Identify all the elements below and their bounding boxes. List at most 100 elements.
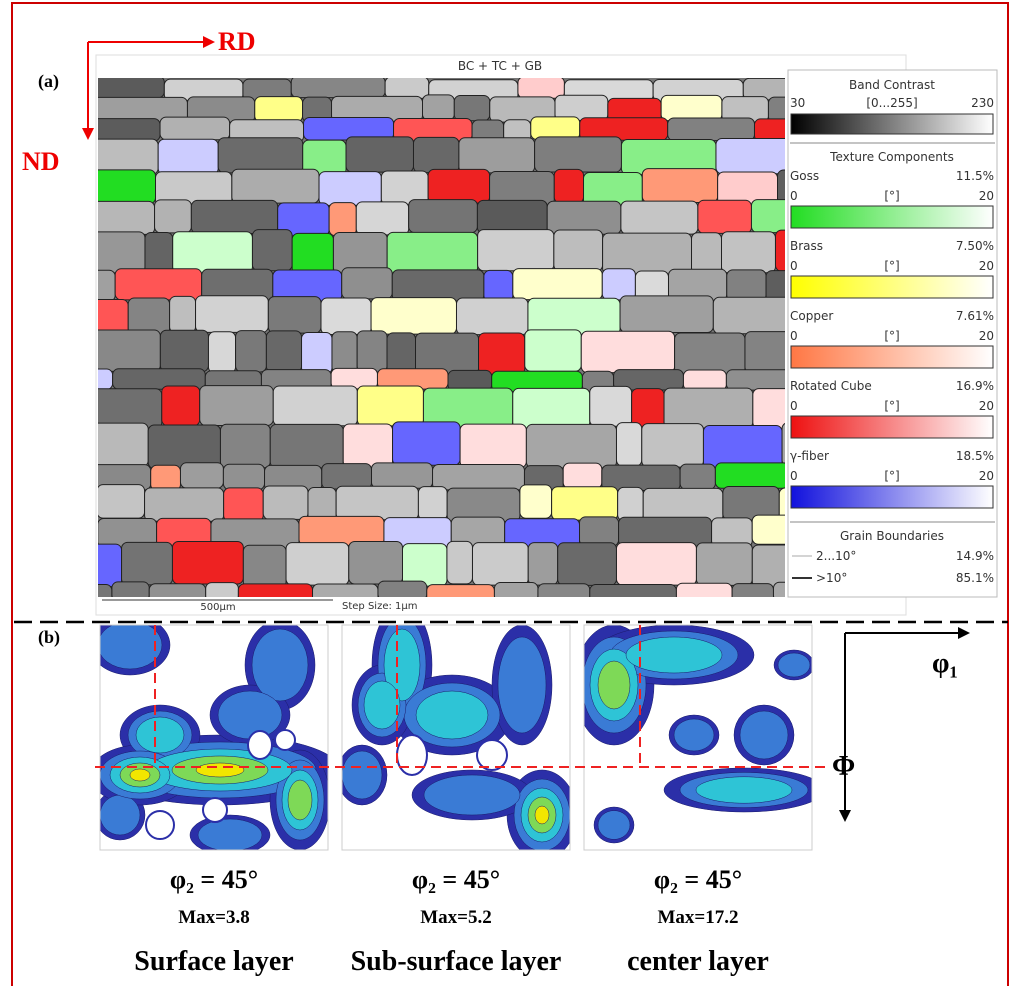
grain <box>616 423 641 466</box>
layer-label: Surface layer <box>134 946 293 977</box>
contour <box>498 637 546 733</box>
hole <box>248 731 272 759</box>
grain <box>387 232 477 273</box>
component-unit: [°] <box>884 469 899 483</box>
component-min: 0 <box>790 329 798 343</box>
grain <box>727 270 766 301</box>
legend-min: 30 <box>790 96 805 110</box>
boundary-name: >10° <box>816 571 847 585</box>
contour <box>198 819 262 851</box>
component-fraction: 11.5% <box>956 169 994 183</box>
grain <box>558 543 617 586</box>
grain <box>342 268 393 299</box>
grain <box>554 230 603 271</box>
section-label: φ₂ = 45° <box>412 865 500 894</box>
figure: Band Contrast30[0...255]230Texture Compo… <box>0 0 1013 986</box>
grain <box>385 77 429 99</box>
component-fraction: 16.9% <box>956 379 994 393</box>
contour <box>598 661 630 709</box>
component-fraction: 18.5% <box>956 449 994 463</box>
grain <box>255 97 303 122</box>
grain <box>387 333 415 374</box>
grain <box>218 138 303 173</box>
grain <box>78 201 155 234</box>
map-title: BC + TC + GB <box>458 59 542 73</box>
grain <box>447 541 473 584</box>
grain <box>642 169 717 203</box>
panel-label: (b) <box>38 627 60 648</box>
grain <box>547 201 621 234</box>
grain <box>580 517 619 546</box>
colorbar <box>791 416 993 438</box>
grain <box>520 485 552 518</box>
grain <box>668 118 755 141</box>
grain <box>581 331 674 372</box>
grain <box>82 232 145 273</box>
grain <box>402 544 446 587</box>
grain <box>148 425 220 468</box>
grain <box>531 117 580 140</box>
grain <box>356 202 408 235</box>
grain <box>128 298 169 335</box>
grain <box>158 139 218 174</box>
grain <box>223 464 264 489</box>
grain <box>680 464 715 489</box>
contour <box>136 717 184 753</box>
grain <box>664 388 753 428</box>
grain <box>70 389 161 429</box>
grain <box>698 200 752 233</box>
grain <box>715 463 789 488</box>
contour <box>130 769 150 781</box>
component-max: 20 <box>979 189 994 203</box>
grain <box>196 296 269 333</box>
grain <box>291 76 385 98</box>
grain <box>479 333 525 374</box>
grain <box>603 233 692 274</box>
hole <box>477 740 507 770</box>
grain <box>236 331 267 372</box>
component-name: γ-fiber <box>790 449 829 463</box>
grain <box>75 330 160 371</box>
grain <box>535 137 622 172</box>
grain <box>273 386 357 426</box>
grain <box>683 370 726 390</box>
grain <box>552 487 618 520</box>
grain <box>73 76 164 98</box>
grain <box>393 422 461 465</box>
grain <box>428 169 489 203</box>
layer-label: Sub-surface layer <box>351 946 562 977</box>
phi1-label: φ₁ <box>932 648 958 679</box>
hole <box>146 811 174 839</box>
grain <box>518 77 564 99</box>
contour <box>416 691 488 739</box>
grain <box>232 169 319 203</box>
contour <box>598 811 630 840</box>
grain <box>200 386 274 426</box>
grain <box>115 269 202 300</box>
grain <box>661 95 722 120</box>
hole <box>397 735 427 775</box>
component-unit: [°] <box>884 329 899 343</box>
grain <box>413 137 458 172</box>
component-unit: [°] <box>884 259 899 273</box>
grain <box>563 463 602 488</box>
grain <box>423 95 455 120</box>
grain <box>173 232 253 273</box>
rd-label: RD <box>218 27 256 56</box>
grain <box>243 545 286 588</box>
colorbar <box>791 276 993 298</box>
hole <box>275 730 295 750</box>
grain <box>72 423 148 466</box>
component-min: 0 <box>790 189 798 203</box>
legend-heading: Grain Boundaries <box>840 529 944 543</box>
grain <box>484 270 513 301</box>
grain <box>618 487 644 520</box>
grain <box>456 298 527 335</box>
section-label: φ₂ = 45° <box>654 865 742 894</box>
contour <box>424 775 520 815</box>
grain <box>319 172 381 206</box>
grain <box>447 488 520 521</box>
component-name: Rotated Cube <box>790 379 872 393</box>
grain <box>155 200 192 233</box>
